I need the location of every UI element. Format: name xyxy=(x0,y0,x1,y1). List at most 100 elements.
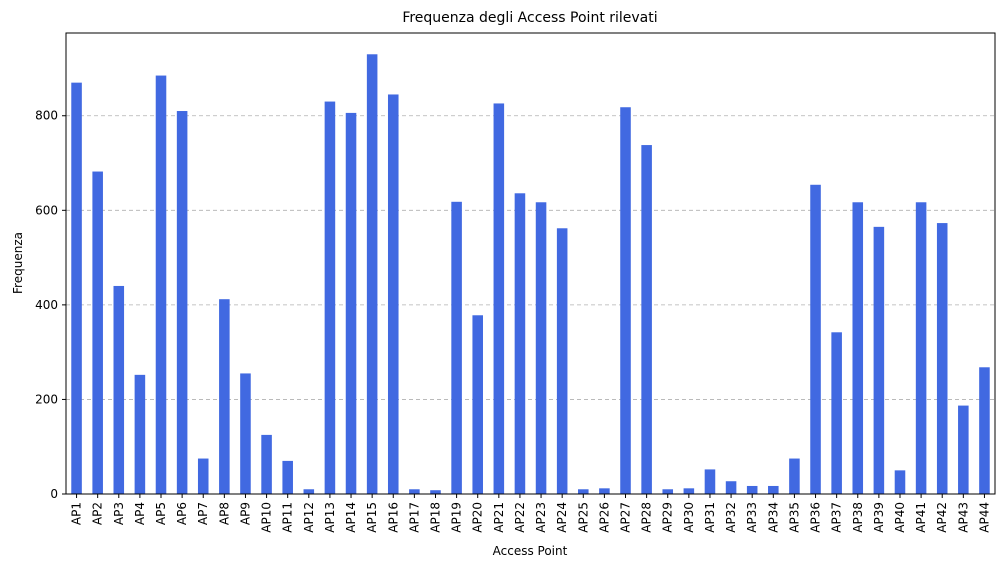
bar-ap26 xyxy=(599,488,610,494)
x-tick-label: AP25 xyxy=(576,502,590,533)
bar-ap36 xyxy=(810,184,821,494)
bar-ap10 xyxy=(261,434,272,494)
x-tick-label: AP13 xyxy=(323,502,337,533)
bar-ap42 xyxy=(936,223,948,494)
bar-ap34 xyxy=(768,485,779,494)
y-axis-label: Frequenza xyxy=(11,232,25,294)
bar-ap21 xyxy=(493,103,505,494)
x-tick-label: AP9 xyxy=(238,502,252,525)
bar-ap37 xyxy=(831,332,842,494)
bar-ap39 xyxy=(873,226,885,494)
bar-ap1 xyxy=(71,82,82,495)
bars xyxy=(71,54,990,495)
x-tick-label: AP4 xyxy=(133,502,147,525)
y-tick-label: 600 xyxy=(35,203,58,217)
bar-ap2 xyxy=(92,171,103,494)
bar-ap11 xyxy=(282,460,293,494)
bar-ap9 xyxy=(240,373,251,494)
bar-ap38 xyxy=(852,202,864,494)
x-tick-label: AP1 xyxy=(70,502,84,525)
x-axis-label: Access Point xyxy=(493,544,568,558)
x-tick-label: AP20 xyxy=(471,502,485,533)
x-tick-label: AP21 xyxy=(492,502,506,533)
bar-ap27 xyxy=(620,107,631,494)
chart-title: Frequenza degli Access Point rilevati xyxy=(402,10,657,26)
bar-ap14 xyxy=(345,112,357,494)
bar-ap3 xyxy=(113,285,125,494)
bar-ap16 xyxy=(387,94,399,494)
x-tick-label: AP19 xyxy=(450,502,464,533)
bar-ap35 xyxy=(789,458,800,494)
x-tick-label: AP42 xyxy=(935,502,949,533)
x-tick-label: AP18 xyxy=(428,502,442,533)
x-tick-label: AP44 xyxy=(977,502,991,533)
bar-ap15 xyxy=(366,54,378,495)
bar-ap13 xyxy=(324,101,336,495)
bar-ap41 xyxy=(915,202,927,494)
x-tick-label: AP22 xyxy=(513,502,527,533)
bar-ap31 xyxy=(704,469,716,494)
x-tick-label: AP37 xyxy=(830,502,844,533)
bar-ap22 xyxy=(514,193,526,495)
bar-ap40 xyxy=(894,470,906,494)
x-tick-label: AP34 xyxy=(766,502,780,533)
bar-ap8 xyxy=(219,299,230,494)
x-tick-label: AP39 xyxy=(872,502,886,533)
bar-ap6 xyxy=(176,111,188,494)
bar-ap19 xyxy=(451,201,462,494)
y-tick-label: 800 xyxy=(35,109,58,123)
y-tick-label: 0 xyxy=(50,487,58,501)
bar-ap28 xyxy=(641,145,652,494)
bar-ap33 xyxy=(746,485,758,494)
x-tick-label: AP5 xyxy=(154,502,168,525)
x-tick-label: AP8 xyxy=(217,502,231,525)
plot-frame xyxy=(65,32,996,495)
bar-ap24 xyxy=(556,228,568,494)
bar-ap12 xyxy=(303,489,315,494)
x-tick-label: AP12 xyxy=(302,502,316,533)
x-tick-label: AP17 xyxy=(407,502,421,533)
x-tick-label: AP38 xyxy=(851,502,865,533)
bar-ap43 xyxy=(958,405,969,494)
y-tick-label: 200 xyxy=(35,392,58,406)
bar-ap20 xyxy=(472,315,483,494)
x-tick-label: AP29 xyxy=(661,502,675,533)
x-tick-label: AP28 xyxy=(640,502,654,533)
y-tick-label: 400 xyxy=(35,298,58,312)
bar-ap30 xyxy=(683,488,695,494)
x-tick-label: AP7 xyxy=(196,502,210,525)
x-tick-label: AP31 xyxy=(703,502,717,533)
x-tick-label: AP26 xyxy=(597,502,611,533)
x-tick-label: AP23 xyxy=(534,502,548,533)
bar-ap23 xyxy=(535,202,547,494)
x-tick-label: AP6 xyxy=(175,502,189,525)
x-tick-label: AP15 xyxy=(365,502,379,533)
bar-ap29 xyxy=(662,489,674,494)
x-axis: AP1 AP2 AP3 AP4 AP5 AP6 AP7 AP8 AP9 AP10 AP11 AP12 A… xyxy=(70,494,991,533)
x-tick-label: AP35 xyxy=(787,502,801,533)
bar-ap17 xyxy=(409,489,420,494)
x-tick-label: AP16 xyxy=(386,502,400,533)
x-tick-label: AP14 xyxy=(344,502,358,533)
x-tick-label: AP24 xyxy=(555,502,569,533)
x-tick-label: AP32 xyxy=(724,502,738,533)
x-tick-label: AP40 xyxy=(893,502,907,533)
bar-ap4 xyxy=(134,374,146,494)
x-tick-label: AP41 xyxy=(914,502,928,533)
bar-ap18 xyxy=(430,490,441,494)
x-tick-label: AP27 xyxy=(619,502,633,533)
bar-ap25 xyxy=(578,489,589,494)
x-tick-label: AP3 xyxy=(112,502,126,525)
bar-ap32 xyxy=(725,481,737,494)
x-tick-label: AP43 xyxy=(956,502,970,533)
y-axis: 0 200 400 600 800 xyxy=(35,109,66,501)
x-tick-label: AP11 xyxy=(281,502,295,533)
x-tick-label: AP36 xyxy=(809,502,823,533)
bar-ap7 xyxy=(197,458,209,494)
x-tick-label: AP30 xyxy=(682,502,696,533)
bar-ap5 xyxy=(155,75,167,495)
x-tick-label: AP2 xyxy=(91,502,105,525)
bar-ap44 xyxy=(979,367,990,494)
x-tick-label: AP10 xyxy=(260,502,274,533)
